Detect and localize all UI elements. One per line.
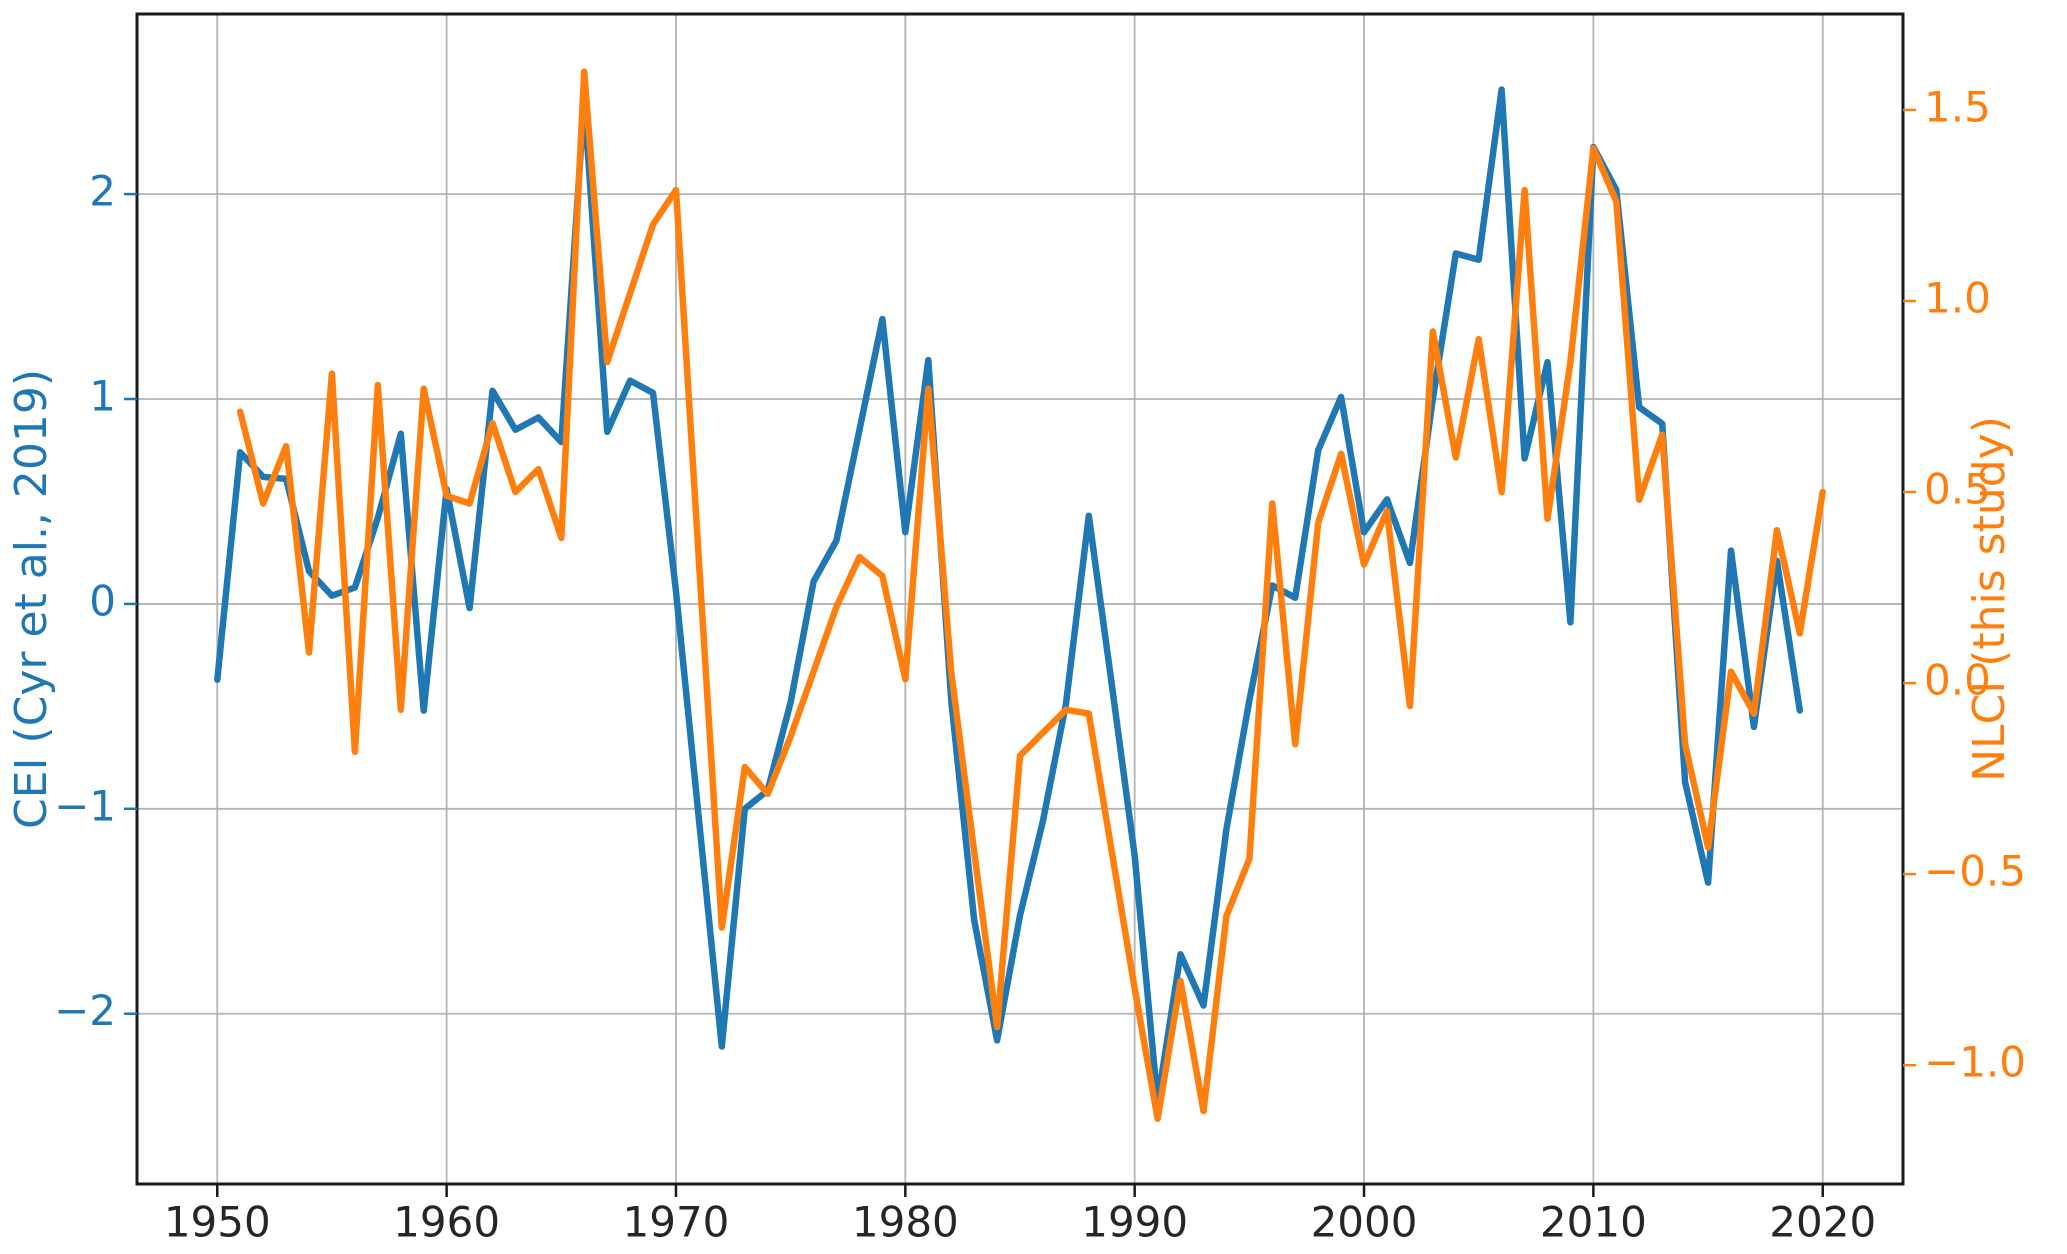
plot-border bbox=[135, 12, 1905, 1186]
x-tick-label: 1990 bbox=[1081, 1198, 1188, 1247]
nlci-series-line bbox=[236, 68, 1826, 1122]
left-tick-label: −2 bbox=[54, 986, 116, 1035]
left-tick-label: 1 bbox=[89, 372, 116, 421]
right-tick-label: 0.0 bbox=[1924, 656, 1991, 705]
left-tick-label: 0 bbox=[89, 576, 116, 625]
left-axis-title: CEI (Cyr et al., 2019) bbox=[6, 369, 57, 829]
right-tick-label: 1.5 bbox=[1924, 82, 1991, 131]
x-tick-label: 1980 bbox=[852, 1198, 959, 1247]
left-tick-label: −1 bbox=[54, 781, 116, 830]
right-tick-label: 1.0 bbox=[1924, 273, 1991, 322]
right-tick-label: −0.5 bbox=[1924, 847, 2026, 896]
right-tick-label: 0.5 bbox=[1924, 465, 1991, 514]
left-tick-label: 2 bbox=[89, 167, 116, 216]
x-tick-label: 1960 bbox=[393, 1198, 500, 1247]
x-tick-label: 2010 bbox=[1540, 1198, 1647, 1247]
x-tick-label: 1950 bbox=[164, 1198, 271, 1247]
right-tick-label: −1.0 bbox=[1924, 1038, 2026, 1087]
right-axis-title: NLCI (this study) bbox=[1964, 416, 2015, 782]
cei-series-line bbox=[214, 86, 1804, 1106]
x-tick-label: 1970 bbox=[623, 1198, 730, 1247]
x-tick-label: 2020 bbox=[1769, 1198, 1876, 1247]
x-tick-label: 2000 bbox=[1311, 1198, 1418, 1247]
